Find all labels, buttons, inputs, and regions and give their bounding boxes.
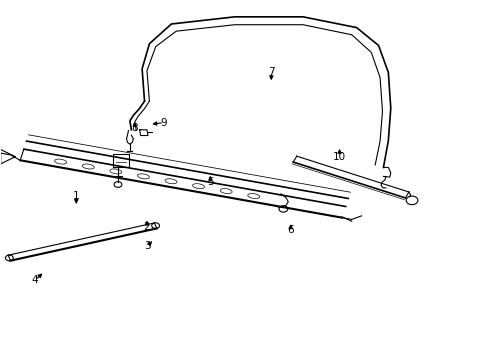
Text: 3: 3 [143,241,150,251]
Text: 2: 2 [143,222,150,231]
Text: 10: 10 [332,152,346,162]
Text: 4: 4 [31,275,38,285]
Text: 5: 5 [206,177,213,187]
Text: 8: 8 [131,123,138,133]
Text: 1: 1 [73,191,80,201]
Text: 7: 7 [267,67,274,77]
Text: 6: 6 [287,225,294,235]
Text: 9: 9 [161,118,167,128]
